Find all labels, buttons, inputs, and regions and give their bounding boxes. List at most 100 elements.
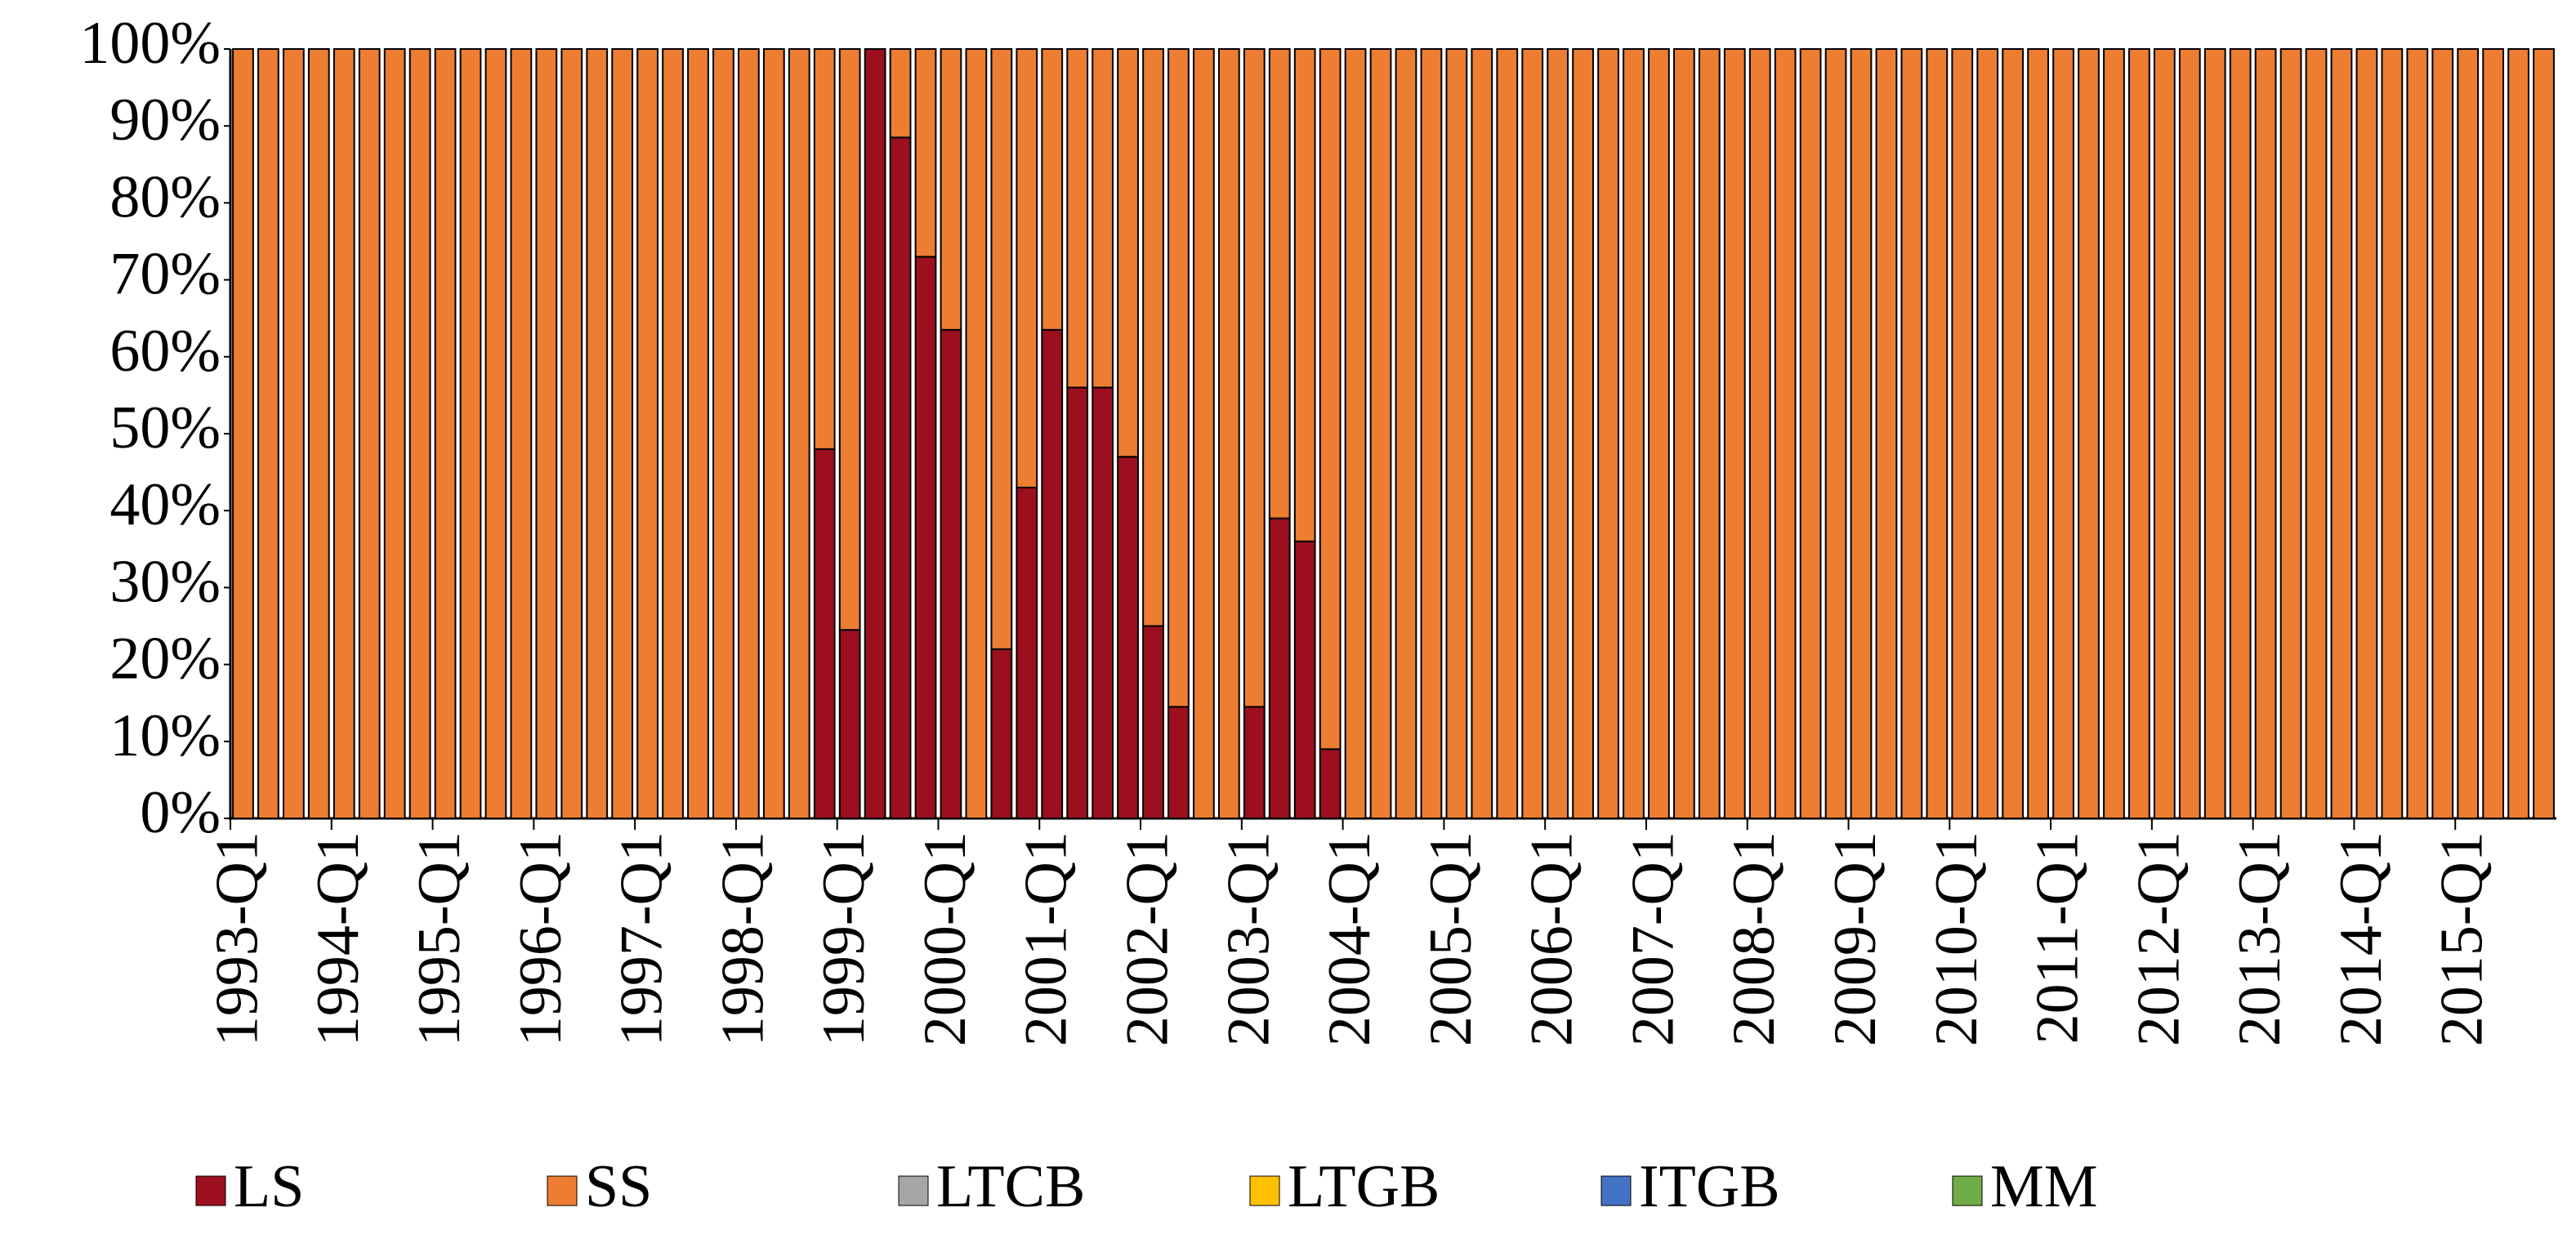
bar-segment: [586, 48, 609, 819]
bar-segment: [2457, 48, 2480, 819]
bar-segment: [1496, 48, 1519, 819]
bar-segment: [2078, 48, 2100, 819]
bar-segment: [636, 48, 659, 819]
x-tick-label: 2006-Q1: [1519, 831, 1586, 1046]
bar-segment: [2027, 48, 2049, 819]
bar-segment: [864, 48, 886, 819]
bar-segment: [889, 48, 912, 139]
y-tick-label: 100%: [79, 10, 221, 77]
bar-segment: [1597, 48, 1619, 819]
bar-segment: [2153, 48, 2176, 819]
bar-segment: [838, 48, 861, 631]
bar-segment: [1623, 48, 1645, 819]
bar-segment: [1041, 48, 1064, 331]
bar-segment: [1319, 748, 1342, 819]
bar-segment: [1092, 48, 1114, 389]
legend-swatch: [195, 1175, 226, 1206]
bar-segment: [1243, 48, 1266, 708]
y-tick-label: 50%: [109, 394, 221, 461]
bar-segment: [1875, 48, 1898, 819]
legend-label: LTGB: [1288, 1153, 1440, 1220]
legend-swatch: [1601, 1175, 1632, 1206]
bar-segment: [1395, 48, 1417, 819]
x-tick-label: 2005-Q1: [1417, 831, 1484, 1046]
x-tick-label: 1997-Q1: [609, 831, 676, 1046]
x-tick-label: 2007-Q1: [1619, 831, 1686, 1046]
x-tick-label: 2001-Q1: [1013, 831, 1080, 1046]
bar-segment: [1951, 48, 1974, 819]
bar-segment: [1723, 48, 1746, 819]
bar-segment: [2279, 48, 2302, 819]
y-tick-label: 70%: [109, 241, 221, 308]
x-tick-label: 2010-Q1: [1923, 831, 1990, 1046]
bar-segment: [1142, 625, 1164, 819]
y-tick-label: 10%: [109, 702, 221, 769]
bar-segment: [2330, 48, 2353, 819]
legend-swatch: [547, 1175, 578, 1206]
bar-segment: [1926, 48, 1949, 819]
bar-segment: [510, 48, 533, 819]
bar-segment: [282, 48, 305, 819]
bar-segment: [1293, 48, 1316, 542]
y-tick-label: 40%: [109, 471, 221, 538]
bar-segment: [2103, 48, 2125, 819]
x-tick-label: 2012-Q1: [2125, 831, 2192, 1046]
legend-label: MM: [1990, 1153, 2098, 1220]
x-tick-label: 2008-Q1: [1721, 831, 1788, 1046]
x-tick-label: 2004-Q1: [1316, 831, 1383, 1046]
bar-segment: [535, 48, 558, 819]
bar-segment: [1850, 48, 1873, 819]
legend-label: SS: [585, 1153, 652, 1220]
legend-swatch: [1952, 1175, 1983, 1206]
y-tick-label: 80%: [109, 163, 221, 230]
x-tick-label: 2003-Q1: [1215, 831, 1282, 1046]
bar-segment: [1698, 48, 1721, 819]
bar-segment: [1092, 386, 1114, 820]
bar-segment: [914, 48, 937, 258]
x-tick-label: 1996-Q1: [507, 831, 574, 1046]
bar-segment: [2002, 48, 2025, 819]
bar-segment: [965, 48, 988, 819]
bar-segment: [1799, 48, 1822, 819]
bar-segment: [1117, 456, 1139, 819]
bar-segment: [687, 48, 709, 819]
legend-label: LTCB: [936, 1153, 1085, 1220]
bar-segment: [1648, 48, 1670, 819]
bar-segment: [1572, 48, 1594, 819]
bar-segment: [1268, 517, 1291, 819]
x-tick-label: 1994-Q1: [305, 831, 372, 1046]
bar-segment: [838, 629, 861, 820]
bar-segment: [738, 48, 760, 819]
x-tick-label: 1998-Q1: [709, 831, 776, 1046]
bar-segment: [762, 48, 785, 819]
bar-segment: [1066, 48, 1089, 389]
bar-segment: [1041, 328, 1064, 819]
bar-segment: [1016, 48, 1038, 488]
bar-segment: [1976, 48, 1999, 819]
bar-segment: [1142, 48, 1164, 627]
bar-segment: [1900, 48, 1923, 819]
x-tick-label: 1999-Q1: [810, 831, 877, 1046]
bar-segment: [333, 48, 355, 819]
bar-segment: [383, 48, 406, 819]
bar-segment: [2203, 48, 2226, 819]
bar-segment: [813, 48, 836, 450]
bar-segment: [1243, 706, 1266, 819]
bar-segment: [2533, 48, 2555, 819]
bar-segment: [408, 48, 431, 819]
legend-label: LS: [234, 1153, 304, 1220]
bar-segment: [813, 448, 836, 820]
bar-segment: [459, 48, 482, 819]
bar-segment: [1167, 706, 1190, 819]
bar-segment: [1117, 48, 1139, 458]
legend-label: ITGB: [1639, 1153, 1780, 1220]
bar-segment: [914, 256, 937, 819]
bar-segment: [2178, 48, 2201, 819]
y-tick-label: 20%: [109, 626, 221, 693]
bar-segment: [712, 48, 734, 819]
bar-segment: [889, 136, 912, 819]
bar-segment: [2229, 48, 2252, 819]
bar-segment: [560, 48, 583, 819]
bar-segment: [990, 648, 1013, 820]
